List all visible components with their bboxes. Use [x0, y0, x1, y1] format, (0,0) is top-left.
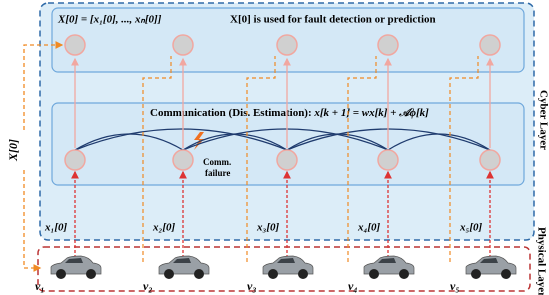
vehicle-label: v₃ — [247, 279, 257, 293]
physical-label: Physical Layer — [535, 227, 547, 295]
top-node — [277, 35, 297, 55]
car — [159, 256, 209, 279]
bottom-node — [277, 150, 297, 170]
state-label: x₄[0] — [357, 222, 380, 234]
wheel — [268, 269, 278, 279]
top-node — [65, 35, 85, 55]
wheel — [369, 269, 379, 279]
comm-label: Communication (Dis. Estimation): — [150, 107, 314, 119]
bottom-node — [378, 150, 398, 170]
state-label: x₁[0] — [44, 222, 67, 234]
top-node — [480, 35, 500, 55]
wheel — [501, 269, 511, 279]
state-formula: X[0] = [x₁[0], ..., xₙ[0]] — [57, 14, 162, 26]
car — [51, 256, 101, 279]
state-label: x₅[0] — [459, 222, 482, 234]
comm-equation: x[k + 1] = wx[k] + 𝒜ϕ[k] — [313, 107, 429, 119]
vehicle-label: v₄ — [348, 279, 358, 293]
state-label: x₂[0] — [152, 222, 175, 234]
diagram: X[0] = [x₁[0], ..., xₙ[0]] X[0] is used … — [0, 0, 549, 295]
bottom-node — [65, 150, 85, 170]
failure-label: failure — [205, 168, 230, 178]
top-note: X[0] is used for fault detection or pred… — [230, 14, 436, 26]
car — [466, 256, 516, 279]
vehicle-label: v₅ — [450, 279, 460, 293]
wheel — [399, 269, 409, 279]
wheel — [56, 269, 66, 279]
bottom-node — [480, 150, 500, 170]
wheel — [86, 269, 96, 279]
car — [364, 256, 414, 279]
wheel — [298, 269, 308, 279]
top-node — [173, 35, 193, 55]
left-label: X[0] — [6, 139, 20, 162]
wheel — [471, 269, 481, 279]
vehicle-label: v₂ — [143, 279, 153, 293]
car — [263, 256, 313, 279]
comm-text: Communication (Dis. Estimation): x[k + 1… — [150, 107, 429, 119]
wheel — [164, 269, 174, 279]
state-label: x₃[0] — [256, 222, 279, 234]
top-node — [378, 35, 398, 55]
bottom-node — [173, 150, 193, 170]
failure-label: Comm. — [203, 157, 231, 167]
wheel — [194, 269, 204, 279]
vehicle-label: v₁ — [35, 279, 45, 293]
cyber-label: Cyber Layer — [537, 90, 549, 150]
